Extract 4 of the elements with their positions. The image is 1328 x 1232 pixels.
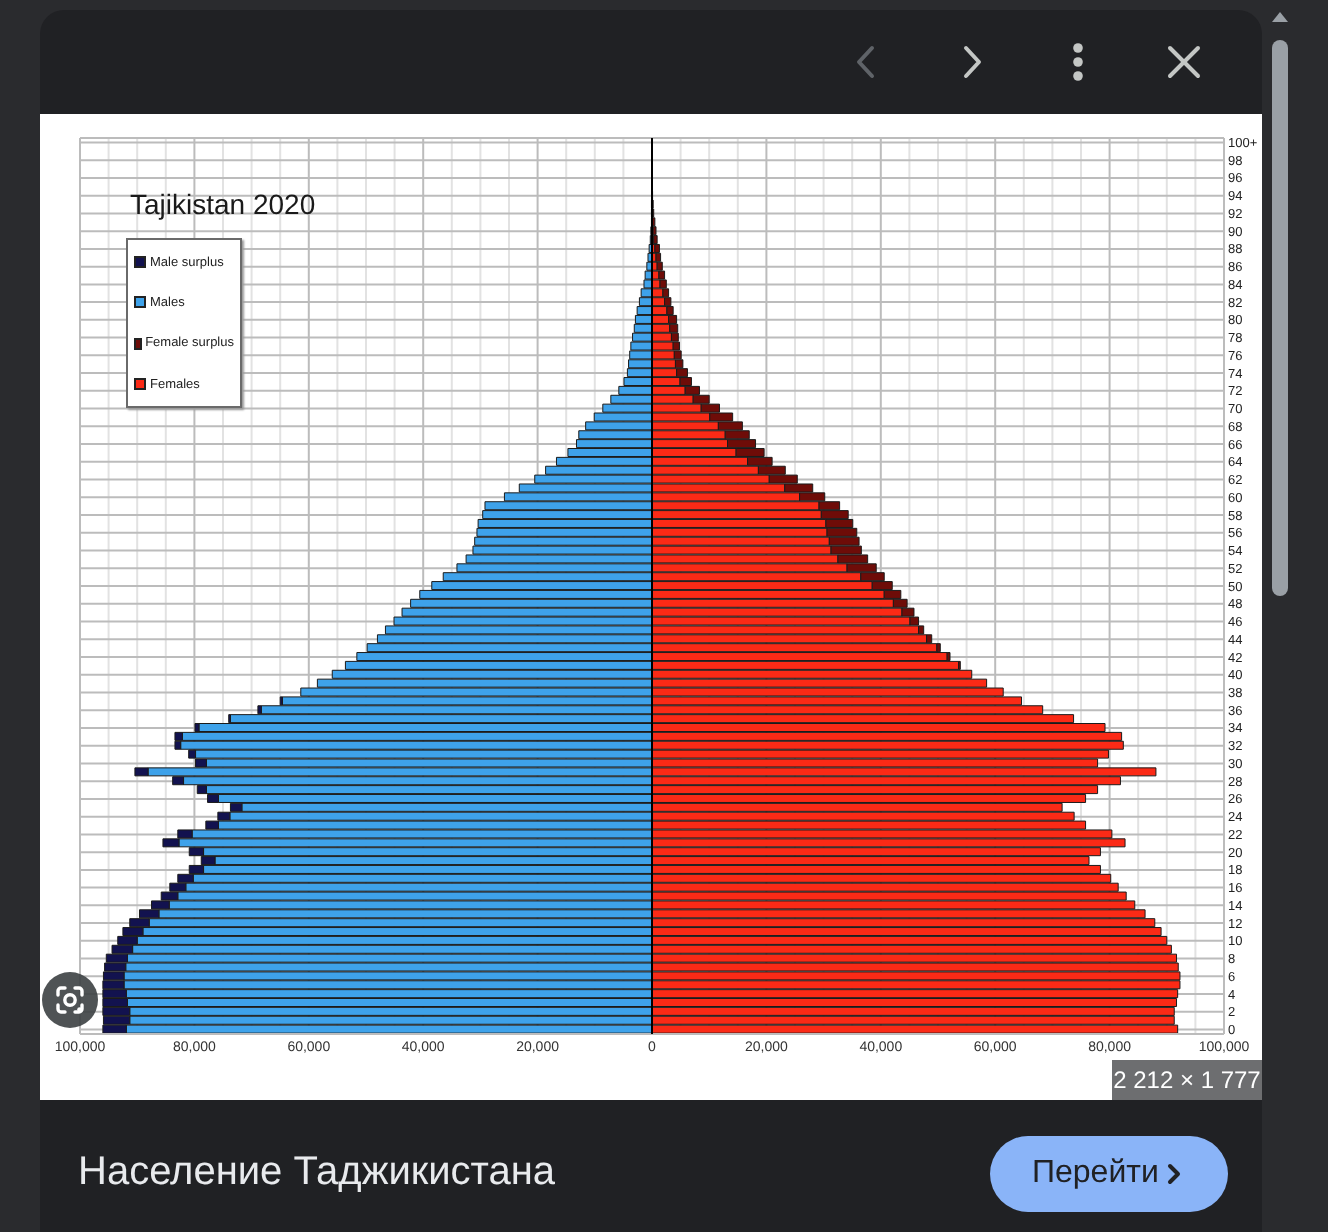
text: Tajikistan 2020 (130, 188, 316, 220)
text: Население Таджикистана (78, 1148, 556, 1198)
pill-button: Перейти (990, 1136, 1228, 1212)
badge: 2 212 × 1 777 (1112, 1060, 1262, 1100)
